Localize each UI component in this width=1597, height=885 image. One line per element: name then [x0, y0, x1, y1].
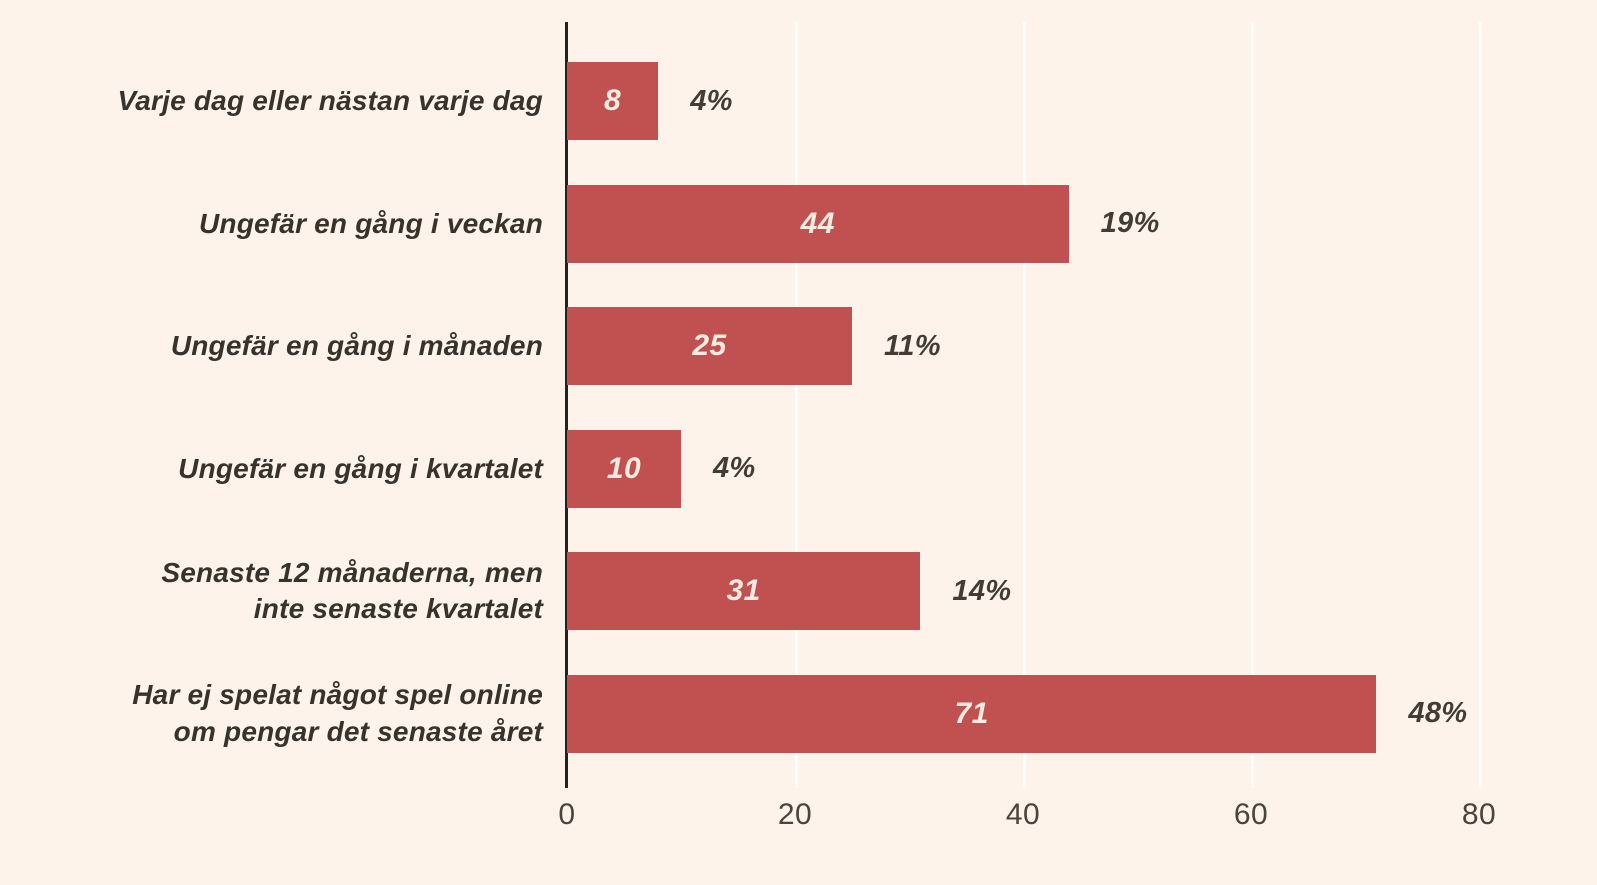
bar-track: 10 4%: [567, 408, 1597, 531]
bar-value-label: 31: [726, 574, 761, 608]
percent-label: 14%: [952, 574, 1012, 607]
percent-label: 4%: [690, 84, 733, 117]
bar-value-label: 10: [606, 451, 642, 485]
bar-row: Senaste 12 månaderna, men inte senaste k…: [0, 530, 1597, 653]
bar: 25: [567, 307, 852, 386]
bar: 71: [567, 674, 1377, 753]
gridline: [1479, 22, 1482, 788]
bar-value-label: 44: [800, 206, 835, 240]
category-label: Ungefär en gång i kvartalet: [178, 452, 543, 484]
percent-label: 11%: [884, 329, 941, 362]
bar-row: Har ej spelat något spel online om penga…: [0, 653, 1597, 776]
bar-track: 44 19%: [567, 163, 1597, 286]
bar-row: Ungefär en gång i månaden 25 11%: [0, 285, 1597, 408]
category-label: Varje dag eller nästan varje dag: [117, 85, 543, 117]
bar-value-label: 8: [604, 84, 622, 118]
x-tick-label: 80: [1461, 798, 1497, 831]
percent-label: 48%: [1408, 697, 1468, 730]
bar-value-label: 71: [954, 696, 989, 730]
x-tick-label: 60: [1233, 798, 1269, 831]
bar: 10: [567, 429, 681, 508]
bar-row: Ungefär en gång i veckan 44 19%: [0, 163, 1597, 286]
category-label: Ungefär en gång i månaden: [170, 330, 543, 362]
x-tick-label: 40: [1005, 798, 1041, 831]
bar-track: 8 4%: [567, 40, 1597, 163]
percent-label: 19%: [1100, 207, 1160, 240]
bar-track: 31 14%: [567, 530, 1597, 653]
bar-track: 25 11%: [567, 285, 1597, 408]
bar-track: 71 48%: [567, 653, 1597, 776]
gridline-layer: [567, 22, 1497, 788]
x-tick-label: 20: [777, 798, 813, 831]
bar-row: Varje dag eller nästan varje dag 8 4%: [0, 40, 1597, 163]
bar: 8: [567, 62, 659, 141]
x-axis: 0 20 40 60 80: [558, 798, 1497, 842]
chart-rows: Varje dag eller nästan varje dag 8 4% Un…: [0, 40, 1597, 775]
y-axis-line: [565, 22, 568, 788]
category-label: Ungefär en gång i veckan: [198, 207, 543, 239]
gridline: [1023, 22, 1026, 788]
bar: 44: [567, 184, 1069, 263]
bar-value-label: 25: [692, 329, 727, 363]
category-label: Har ej spelat något spel online om penga…: [132, 679, 543, 747]
gridline: [1251, 22, 1254, 788]
percent-label: 4%: [713, 452, 756, 485]
gridline: [795, 22, 798, 788]
x-tick-label: 0: [558, 798, 576, 831]
bar-row: Ungefär en gång i kvartalet 10 4%: [0, 408, 1597, 531]
bar: 31: [567, 552, 921, 631]
category-label: Senaste 12 månaderna, men inte senaste k…: [161, 556, 543, 625]
